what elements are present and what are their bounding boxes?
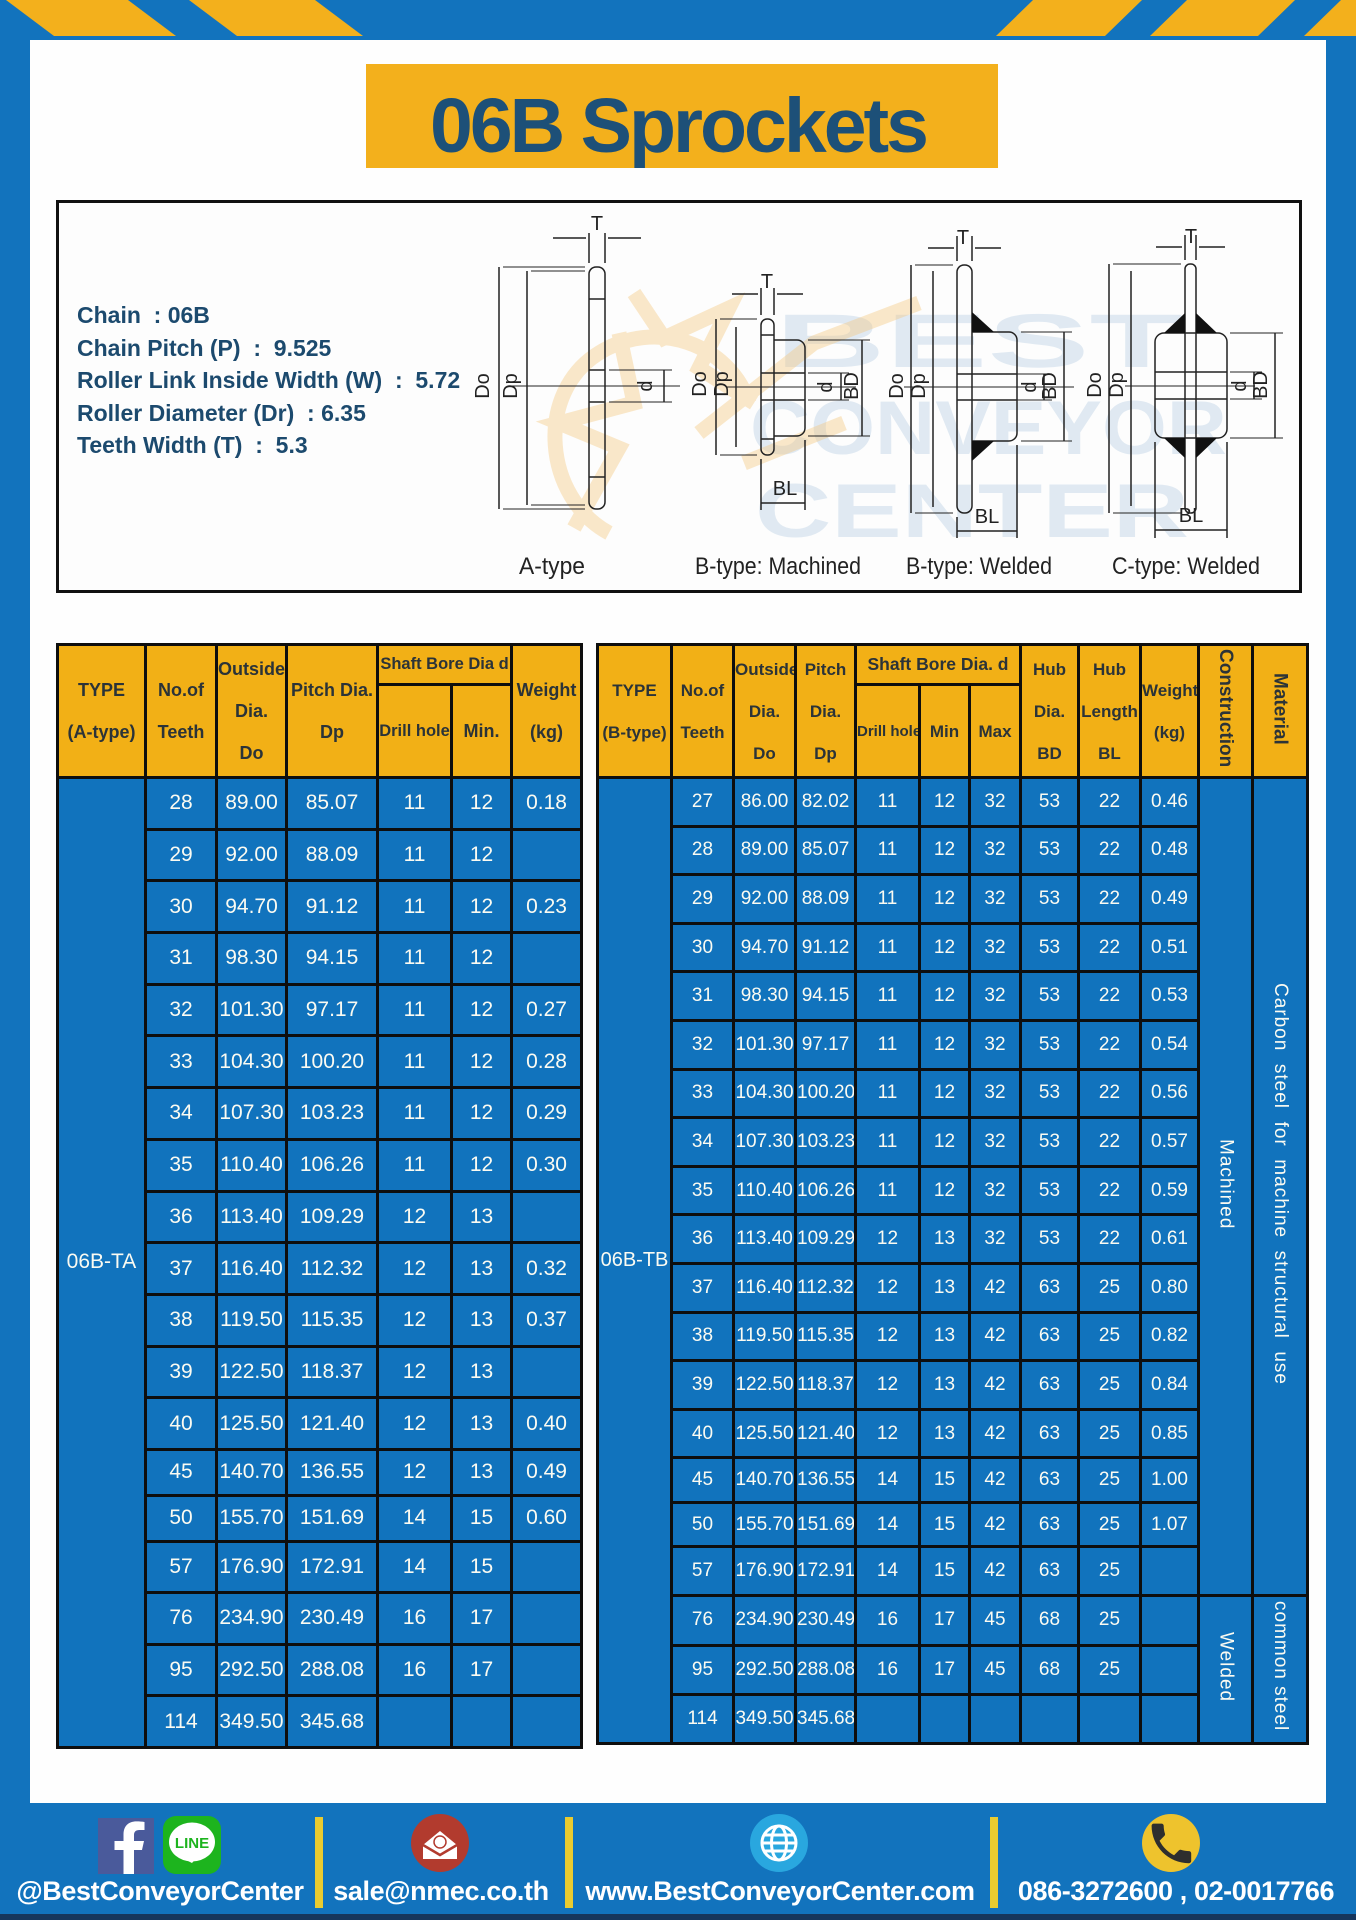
svg-text:BL: BL [1179,505,1203,527]
svg-text:BD: BD [1039,372,1061,400]
svg-text:Do: Do [886,373,908,399]
svg-text:A-type: A-type [519,553,585,580]
svg-text:T: T [1185,226,1197,248]
svg-text:BD: BD [1250,371,1272,399]
svg-text:Do: Do [1084,372,1106,398]
svg-text:d: d [1019,381,1041,392]
svg-text:BD: BD [841,372,863,400]
svg-text:BL: BL [975,506,999,528]
svg-text:LINE: LINE [175,1835,209,1852]
svg-text:C-type: Welded: C-type: Welded [1112,553,1260,580]
svg-text:Do: Do [472,373,494,399]
svg-text:Dp: Dp [1106,372,1128,398]
svg-text:BEST: BEST [775,299,1183,384]
svg-text:Dp: Dp [908,373,930,399]
svg-text:B-type: Machined: B-type: Machined [695,553,861,580]
svg-text:d: d [815,381,837,392]
svg-text:d: d [635,380,657,391]
svg-text:Dp: Dp [711,371,733,397]
svg-text:T: T [591,213,603,235]
svg-text:Do: Do [689,371,711,397]
svg-text:Dp: Dp [500,373,522,399]
svg-text:BL: BL [773,478,797,500]
svg-text:d: d [1229,380,1251,391]
svg-text:T: T [761,271,773,293]
svg-text:B-type: Welded: B-type: Welded [906,553,1052,580]
svg-text:T: T [957,227,969,249]
